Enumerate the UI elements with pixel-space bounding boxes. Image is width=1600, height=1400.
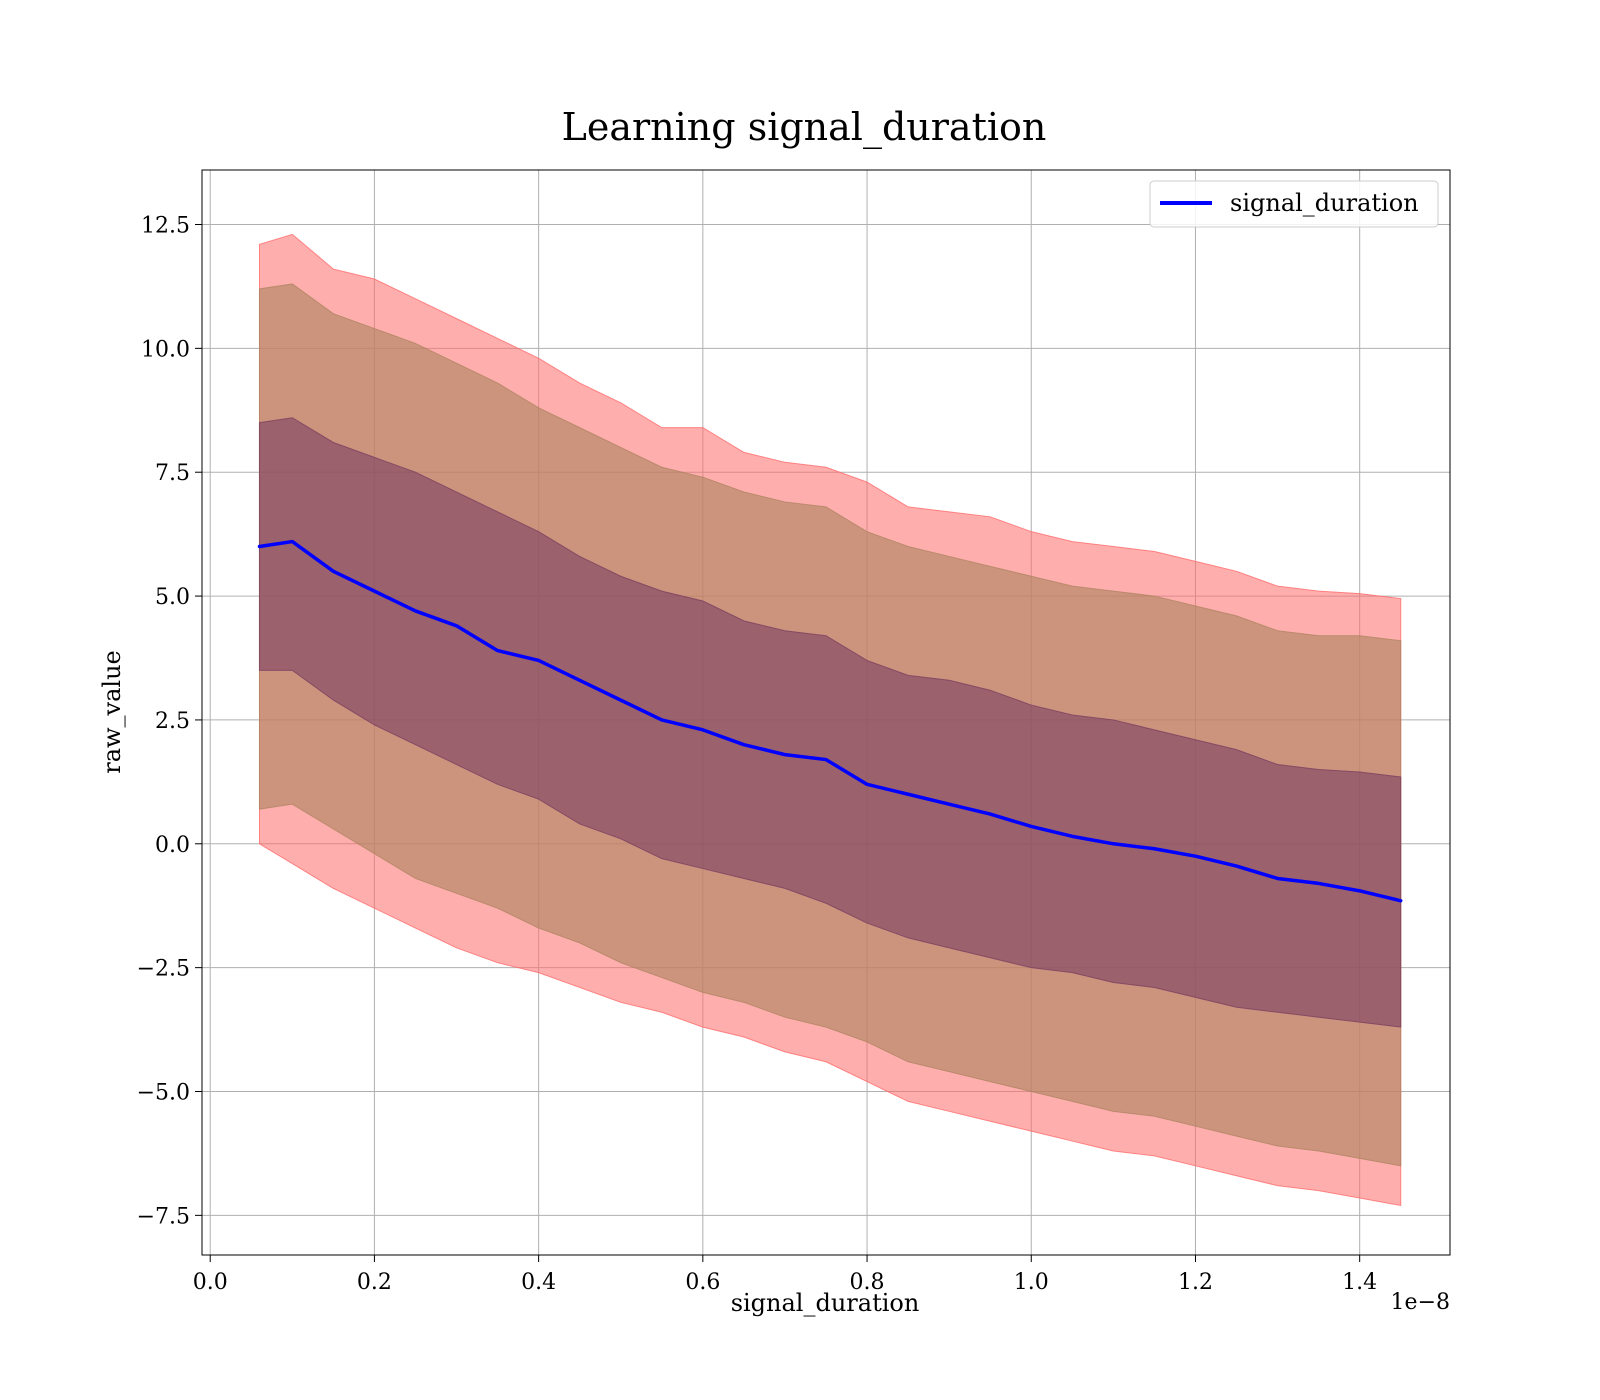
legend-box — [1149, 180, 1439, 228]
x-tick-label: 0.0 — [193, 1270, 228, 1295]
series-lines — [257, 539, 1403, 903]
y-axis-ticks: −7.5 −5.0 −2.5 0.0 2.5 5.0 7.5 10.0 12.5 — [137, 213, 202, 1229]
y-tick-label: −7.5 — [137, 1204, 190, 1229]
legend-label: signal_duration — [1230, 189, 1419, 217]
series-line-0 — [257, 539, 1403, 903]
y-tick-label: 2.5 — [155, 709, 190, 734]
band-2 — [258, 417, 1402, 1028]
y-tick-label: 12.5 — [141, 213, 190, 238]
x-tick-label: 0.2 — [357, 1270, 392, 1295]
y-tick-label: −5.0 — [137, 1081, 190, 1106]
chart-title: Learning signal_duration — [562, 105, 1047, 150]
plot-frame — [201, 169, 1451, 1256]
x-tick-label: 1.0 — [1014, 1270, 1049, 1295]
confidence-bands — [258, 233, 1402, 1207]
x-tick-label: 1.2 — [1178, 1270, 1213, 1295]
legend: signal_duration — [1149, 180, 1439, 228]
x-tick-label: 0.6 — [685, 1270, 720, 1295]
y-tick-label: −2.5 — [137, 957, 190, 982]
y-tick-label: 7.5 — [155, 461, 190, 486]
x-tick-label: 1.4 — [1342, 1270, 1377, 1295]
x-tick-label: 0.4 — [521, 1270, 556, 1295]
x-axis-label: signal_duration — [731, 1289, 920, 1317]
y-tick-label: 5.0 — [155, 585, 190, 610]
y-tick-label: 0.0 — [155, 833, 190, 858]
y-axis-label: raw_value — [98, 650, 126, 774]
y-tick-label: 10.0 — [141, 337, 190, 362]
x-axis-offset-label: 1e−8 — [1391, 1290, 1450, 1315]
x-axis-ticks: 0.0 0.2 0.4 0.6 0.8 1.0 1.2 1.4 — [193, 1255, 1377, 1295]
x-tick-label: 0.8 — [850, 1270, 885, 1295]
